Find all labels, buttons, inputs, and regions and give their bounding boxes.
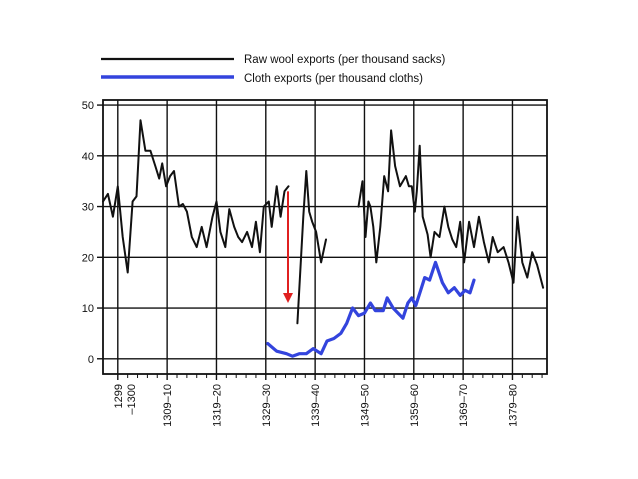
legend-label-cloth: Cloth exports (per thousand cloths)	[244, 73, 423, 85]
x-tick-label-1349: 1349–50	[359, 384, 371, 427]
x-tick-label-1339: 1339–40	[310, 384, 322, 427]
x-tick-label-1359: 1359–60	[409, 384, 421, 427]
raw-wool-exports-line-segment-0	[102, 119, 290, 274]
x-tick-label-1319: 1319–20	[211, 384, 223, 427]
x-tick-label-line: 1379–80	[507, 384, 519, 427]
x-tick-label-line: 1319–20	[211, 384, 223, 427]
x-axis: 1299–1300 1309–10 1319–20 1329–30 1339–40 134…	[113, 374, 543, 427]
x-tick-label-1329: 1329–30	[261, 384, 273, 427]
raw-wool-exports-line-segment-1	[296, 170, 327, 325]
y-axis: 0 10 20 30 40 50	[82, 100, 103, 366]
x-tick-label-1309: 1309–10	[162, 384, 174, 427]
x-tick-label-line: 1369–70	[458, 384, 470, 427]
y-tick-label-50: 50	[82, 100, 94, 112]
y-tick-label-30: 30	[82, 202, 94, 214]
plot-frame	[102, 99, 548, 375]
x-tick-label-line: –1300	[126, 384, 138, 415]
y-tick-label-40: 40	[82, 151, 94, 163]
x-tick-label-1379: 1379–80	[507, 384, 519, 427]
grid	[103, 100, 547, 374]
legend-label-raw-wool: Raw wool exports (per thousand sacks)	[244, 54, 446, 66]
cloth-exports-line-segment-0	[266, 260, 476, 358]
y-tick-label-20: 20	[82, 252, 94, 264]
x-tick-label-1299: 1299–1300	[113, 384, 138, 415]
x-tick-label-1369: 1369–70	[458, 384, 470, 427]
series-layer	[102, 119, 545, 358]
x-tick-label-line: 1339–40	[310, 384, 322, 427]
annotation-layer	[283, 191, 293, 303]
legend: Raw wool exports (per thousand sacks) Cl…	[101, 54, 446, 85]
y-tick-label-0: 0	[88, 354, 94, 366]
x-tick-label-line: 1309–10	[162, 384, 174, 427]
x-tick-label-line: 1359–60	[409, 384, 421, 427]
x-tick-label-line: 1329–30	[261, 384, 273, 427]
x-tick-label-line: 1349–50	[359, 384, 371, 427]
annotation-arrow-head	[283, 292, 293, 303]
raw-wool-exports-line-segment-2	[357, 129, 545, 289]
y-tick-label-10: 10	[82, 303, 94, 315]
x-tick-label-line: 1299	[113, 384, 125, 408]
